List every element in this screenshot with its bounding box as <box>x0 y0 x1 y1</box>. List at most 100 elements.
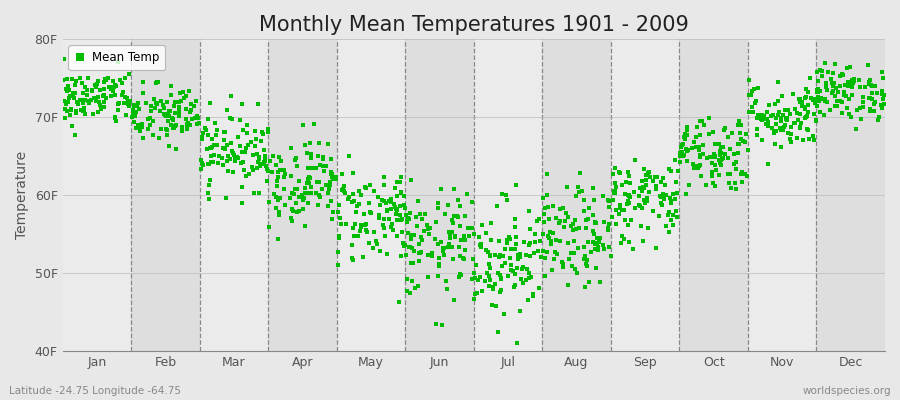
Mean Temp <box>77 97 92 103</box>
Mean Temp <box>720 133 734 140</box>
Bar <box>62 39 131 351</box>
Mean Temp <box>130 100 145 106</box>
Mean Temp <box>843 113 858 120</box>
Mean Temp <box>714 150 728 156</box>
Mean Temp <box>108 115 122 121</box>
Mean Temp <box>216 136 230 143</box>
Mean Temp <box>400 218 415 225</box>
Mean Temp <box>823 107 837 113</box>
Mean Temp <box>311 179 326 186</box>
Mean Temp <box>593 234 608 241</box>
Mean Temp <box>814 109 828 115</box>
Mean Temp <box>65 123 79 129</box>
Mean Temp <box>754 112 769 118</box>
Mean Temp <box>396 240 410 246</box>
Mean Temp <box>295 206 310 212</box>
Mean Temp <box>508 224 522 230</box>
Mean Temp <box>272 154 286 160</box>
Mean Temp <box>810 102 824 109</box>
Mean Temp <box>798 106 813 113</box>
Mean Temp <box>467 296 482 302</box>
Mean Temp <box>336 185 350 192</box>
Mean Temp <box>296 195 310 201</box>
Mean Temp <box>302 174 316 180</box>
Mean Temp <box>693 162 707 168</box>
Mean Temp <box>826 88 841 94</box>
Mean Temp <box>659 222 673 229</box>
Mean Temp <box>850 107 865 114</box>
Mean Temp <box>698 182 713 188</box>
Mean Temp <box>202 161 216 167</box>
Mean Temp <box>655 193 670 199</box>
Mean Temp <box>256 159 271 166</box>
Mean Temp <box>399 252 413 259</box>
Mean Temp <box>483 252 498 258</box>
Mean Temp <box>493 272 508 278</box>
Mean Temp <box>112 100 127 106</box>
Mean Temp <box>216 145 230 152</box>
Mean Temp <box>356 254 370 260</box>
Mean Temp <box>405 278 419 284</box>
Mean Temp <box>342 194 356 200</box>
Mean Temp <box>578 253 592 259</box>
Mean Temp <box>613 170 627 176</box>
Mean Temp <box>146 118 160 124</box>
Mean Temp <box>159 125 174 132</box>
Mean Temp <box>302 180 316 186</box>
Mean Temp <box>874 102 888 108</box>
Mean Temp <box>658 182 672 188</box>
Mean Temp <box>670 214 685 221</box>
Mean Temp <box>853 84 868 90</box>
Mean Temp <box>76 105 91 112</box>
Mean Temp <box>817 60 832 66</box>
Mean Temp <box>59 88 74 94</box>
Mean Temp <box>328 174 343 181</box>
Mean Temp <box>522 275 536 282</box>
Mean Temp <box>649 245 663 251</box>
Mean Temp <box>121 98 135 105</box>
Mean Temp <box>585 228 599 234</box>
Mean Temp <box>810 86 824 93</box>
Mean Temp <box>720 154 734 161</box>
Mean Temp <box>207 142 221 148</box>
Mean Temp <box>587 196 601 203</box>
Mean Temp <box>324 170 338 177</box>
Mean Temp <box>84 96 98 103</box>
Mean Temp <box>393 212 408 218</box>
Mean Temp <box>645 178 660 184</box>
Mean Temp <box>521 297 535 303</box>
Mean Temp <box>621 168 635 175</box>
Mean Temp <box>202 99 217 106</box>
Mean Temp <box>114 80 129 86</box>
Mean Temp <box>493 275 508 282</box>
Bar <box>680 39 748 351</box>
Mean Temp <box>204 136 219 143</box>
Mean Temp <box>650 174 664 180</box>
Mean Temp <box>403 260 418 266</box>
Mean Temp <box>562 256 577 262</box>
Mean Temp <box>329 175 344 182</box>
Mean Temp <box>634 222 648 229</box>
Mean Temp <box>412 250 427 256</box>
Mean Temp <box>507 284 521 290</box>
Mean Temp <box>85 88 99 95</box>
Mean Temp <box>802 135 816 142</box>
Mean Temp <box>608 190 623 196</box>
Mean Temp <box>228 158 242 164</box>
Mean Temp <box>309 165 323 172</box>
Mean Temp <box>316 156 330 162</box>
Mean Temp <box>144 103 158 109</box>
Mean Temp <box>372 212 386 218</box>
Mean Temp <box>836 89 850 95</box>
Mean Temp <box>446 186 461 192</box>
Mean Temp <box>836 72 850 78</box>
Mean Temp <box>399 211 413 218</box>
Mean Temp <box>397 243 411 249</box>
Mean Temp <box>440 286 454 292</box>
Mean Temp <box>716 144 730 150</box>
Mean Temp <box>393 178 408 185</box>
Mean Temp <box>410 283 425 289</box>
Mean Temp <box>543 229 557 235</box>
Mean Temp <box>265 169 279 176</box>
Mean Temp <box>126 103 140 110</box>
